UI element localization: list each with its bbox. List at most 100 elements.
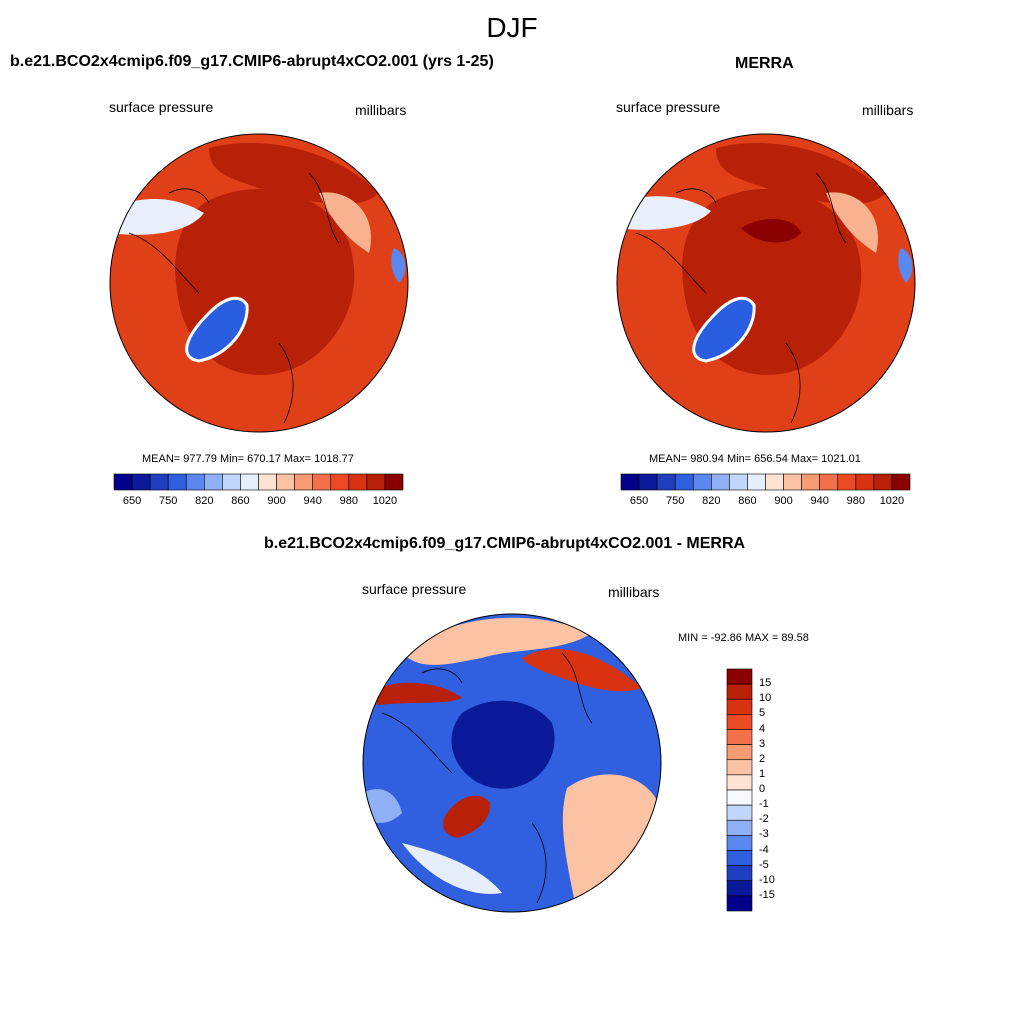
obs-panel-title: MERRA	[735, 55, 794, 72]
model-map-greenland-rim	[185, 296, 249, 363]
model-colorbar-box	[294, 473, 313, 491]
diff-map-red-band-right	[522, 649, 642, 692]
obs-units-label: millibars	[862, 102, 914, 118]
obs-colorbar	[620, 473, 911, 491]
model-colorbar-box	[258, 473, 277, 491]
model-colorbar-box	[330, 473, 350, 491]
diff-colorbar-box	[726, 850, 753, 866]
obs-colorbar-box	[747, 473, 766, 491]
obs-colorbar-box	[711, 473, 730, 491]
obs-map-pale-patch	[826, 192, 878, 253]
diff-colorbar-tick-label: 0	[759, 783, 766, 795]
model-colorbar-box	[113, 473, 133, 491]
model-colorbar	[113, 473, 404, 491]
obs-colorbar-tick-label: 860	[738, 495, 757, 507]
obs-colorbar-tick-label: 1020	[879, 495, 905, 507]
model-map-coastline	[128, 172, 340, 424]
obs-colorbar-box	[692, 473, 712, 491]
model-colorbar-box	[185, 473, 205, 491]
obs-colorbar-box	[891, 473, 911, 491]
diff-stats: MIN = -92.86 MAX = 89.58	[678, 632, 809, 644]
diff-colorbar-box	[726, 729, 753, 745]
model-map-right-edge-low	[391, 248, 406, 283]
obs-colorbar-tick-label: 900	[774, 495, 793, 507]
obs-colorbar-box	[729, 473, 748, 491]
diff-map-red-band-top	[377, 682, 462, 705]
model-colorbar-box	[167, 473, 187, 491]
diff-colorbar-box	[726, 683, 753, 700]
model-colorbar-box	[222, 473, 241, 491]
diff-polar-map	[362, 613, 662, 913]
diff-colorbar-tick-label: 1	[759, 767, 766, 780]
obs-variable-label: surface pressure	[616, 99, 721, 115]
diff-colorbar-tick-label: -4	[759, 843, 769, 856]
obs-map-siberian-high	[741, 218, 801, 243]
diff-colorbar-box	[726, 698, 753, 715]
diff-colorbar-box	[726, 668, 753, 685]
obs-colorbar-box	[855, 473, 875, 491]
diff-map-coastline	[381, 652, 593, 904]
obs-colorbar-box	[656, 473, 676, 491]
model-colorbar-box	[384, 473, 404, 491]
diff-colorbar-tick-label: -10	[759, 873, 775, 886]
obs-stats: MEAN= 980.94 Min= 656.54 Max= 1021.01	[649, 453, 861, 465]
model-colorbar-tick-label: 650	[122, 495, 142, 507]
diff-map-greenland-red	[443, 795, 491, 838]
diff-map-warm-right	[562, 774, 661, 912]
diff-colorbar-box	[726, 744, 753, 761]
diff-panel-title: b.e21.BCO2x4cmip6.f09_g17.CMIP6-abrupt4x…	[264, 535, 746, 552]
diff-colorbar-tick-label: -15	[759, 888, 775, 901]
diff-colorbar-tick-label: 4	[759, 722, 766, 735]
diff-colorbar-box	[726, 895, 753, 912]
model-colorbar-box	[240, 473, 259, 491]
diff-colorbar-tick-label: 15	[759, 677, 772, 690]
model-colorbar-box	[276, 473, 295, 491]
diff-colorbar-box	[726, 804, 753, 821]
obs-colorbar-box	[783, 473, 802, 491]
model-map-border	[109, 133, 409, 433]
obs-polar-map	[616, 133, 916, 433]
obs-colorbar-box	[620, 473, 640, 491]
diff-colorbar-tick-label: 2	[759, 752, 766, 765]
obs-colorbar-box	[837, 473, 857, 491]
diff-colorbar-tick-label: -1	[759, 798, 769, 811]
model-colorbar-tick-label: 980	[339, 495, 358, 507]
diff-variable-label: surface pressure	[362, 581, 467, 597]
obs-map-border	[616, 133, 916, 433]
model-panel-title: b.e21.BCO2x4cmip6.f09_g17.CMIP6-abrupt4x…	[10, 53, 494, 70]
diff-colorbar-box	[726, 789, 753, 806]
diff-colorbar-tick-label: 3	[759, 737, 766, 750]
obs-colorbar-tick-label: 820	[702, 495, 721, 507]
model-colorbar-box	[149, 473, 169, 491]
obs-map-eurasia-band	[716, 143, 886, 205]
model-variable-label: surface pressure	[109, 99, 214, 115]
diff-colorbar-box	[726, 759, 753, 776]
obs-colorbar-box	[873, 473, 893, 491]
obs-colorbar-box	[674, 473, 694, 491]
diff-colorbar-box	[726, 880, 753, 897]
diff-colorbar-tick-label: -2	[759, 813, 769, 826]
model-map-pale-patch	[319, 192, 371, 253]
obs-colorbar-tick-label: 650	[629, 495, 649, 507]
obs-colorbar-box	[819, 473, 839, 491]
diff-colorbar-box	[726, 819, 753, 836]
model-map-pale-band	[110, 199, 204, 235]
obs-colorbar-box	[638, 473, 658, 491]
model-colorbar-box	[204, 473, 223, 491]
model-colorbar-tick-label: 750	[159, 495, 178, 507]
diff-colorbar-box	[726, 835, 753, 851]
model-colorbar-box	[348, 473, 368, 491]
model-colorbar-tick-label: 820	[195, 495, 214, 507]
diff-colorbar-tick-label: -3	[759, 828, 769, 841]
model-colorbar-box	[312, 473, 332, 491]
diff-colorbar	[726, 668, 753, 912]
figure-title: DJF	[486, 12, 538, 43]
diff-units-label: millibars	[608, 584, 660, 600]
model-stats: MEAN= 977.79 Min= 670.17 Max= 1018.77	[142, 453, 354, 465]
model-colorbar-box	[131, 473, 151, 491]
model-colorbar-tick-label: 1020	[372, 495, 398, 507]
model-map-eurasia-band	[209, 143, 379, 205]
obs-colorbar-tick-label: 940	[810, 495, 829, 507]
obs-colorbar-box	[765, 473, 784, 491]
diff-map-warm-top	[402, 617, 592, 665]
